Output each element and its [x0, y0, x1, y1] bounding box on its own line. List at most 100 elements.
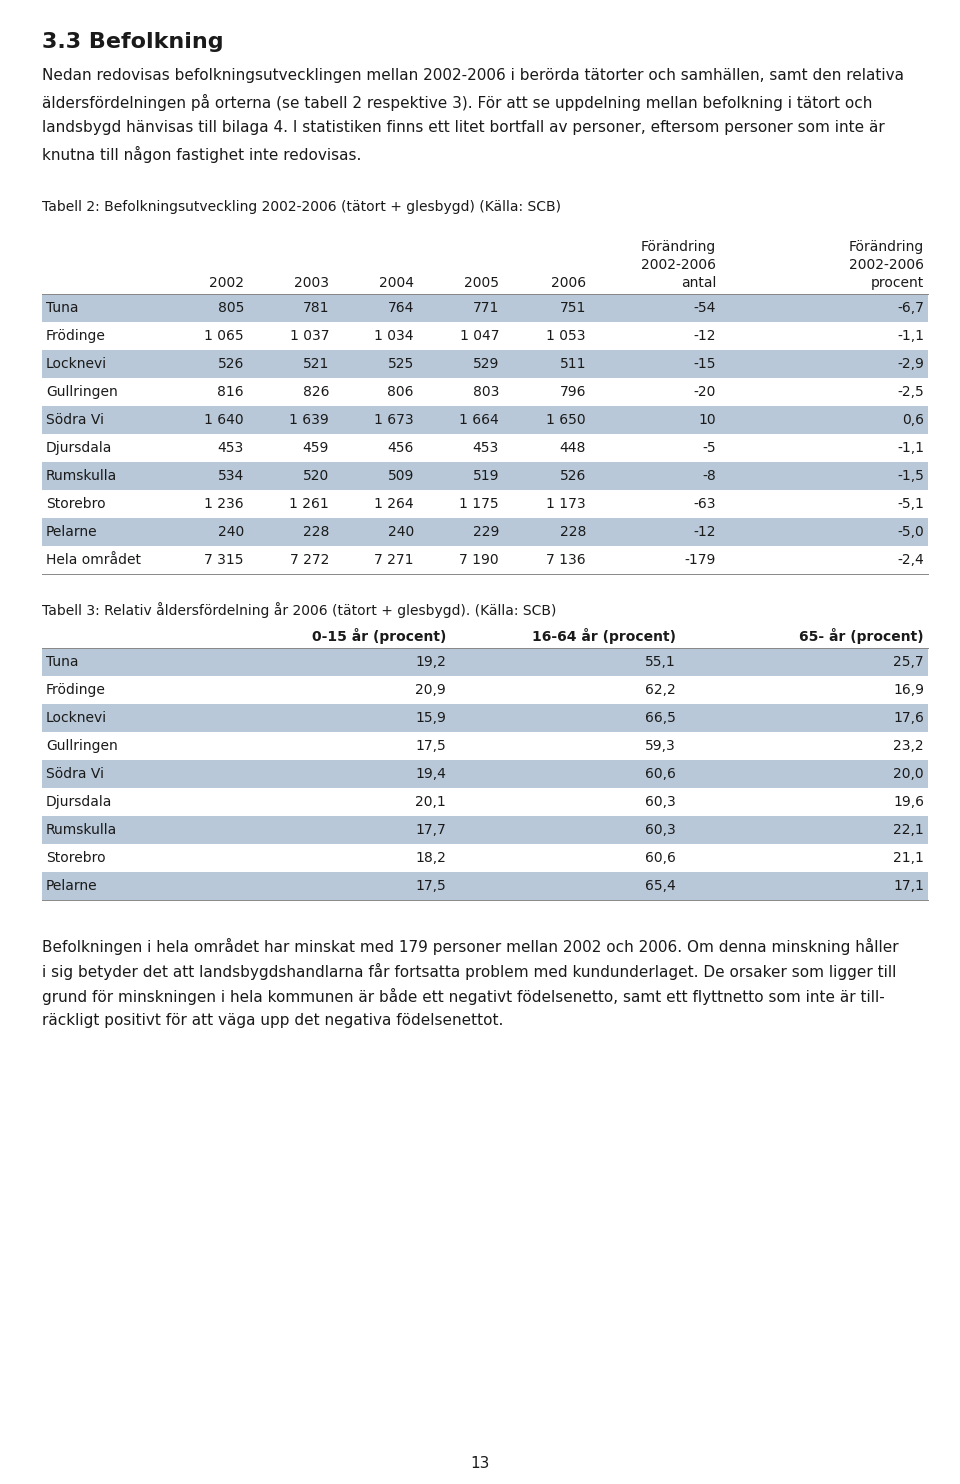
- Text: 19,6: 19,6: [893, 795, 924, 809]
- Text: Tuna: Tuna: [46, 301, 79, 315]
- Text: Tabell 3: Relativ åldersfördelning år 2006 (tätort + glesbygd). (Källa: SCB): Tabell 3: Relativ åldersfördelning år 20…: [42, 603, 557, 617]
- Text: 529: 529: [472, 358, 499, 371]
- Text: -179: -179: [684, 554, 716, 567]
- Text: 525: 525: [388, 358, 414, 371]
- Text: Locknevi: Locknevi: [46, 358, 108, 371]
- Text: 55,1: 55,1: [645, 654, 676, 669]
- Text: -8: -8: [703, 469, 716, 482]
- Text: -1,1: -1,1: [897, 329, 924, 343]
- Text: -1,5: -1,5: [898, 469, 924, 482]
- Text: Storebro: Storebro: [46, 850, 106, 865]
- Text: 7 190: 7 190: [460, 554, 499, 567]
- Text: 17,6: 17,6: [893, 711, 924, 726]
- Text: grund för minskningen i hela kommunen är både ett negativt födelsenetto, samt et: grund för minskningen i hela kommunen är…: [42, 988, 885, 1005]
- Text: Pelarne: Pelarne: [46, 879, 98, 893]
- Text: 796: 796: [560, 384, 586, 399]
- Text: 25,7: 25,7: [894, 654, 924, 669]
- Bar: [42, 760, 928, 788]
- Text: 3.3 Befolkning: 3.3 Befolkning: [42, 33, 224, 52]
- Text: -2,5: -2,5: [898, 384, 924, 399]
- Text: Frödinge: Frödinge: [46, 683, 106, 697]
- Text: 534: 534: [218, 469, 244, 482]
- Text: -6,7: -6,7: [898, 301, 924, 315]
- Bar: [42, 788, 928, 816]
- Text: 2003: 2003: [294, 276, 329, 289]
- Text: Förändring: Förändring: [849, 240, 924, 254]
- Text: Befolkningen i hela området har minskat med 179 personer mellan 2002 och 2006. O: Befolkningen i hela området har minskat …: [42, 938, 899, 956]
- Text: -20: -20: [694, 384, 716, 399]
- Text: 7 315: 7 315: [204, 554, 244, 567]
- Text: 240: 240: [218, 525, 244, 539]
- Bar: [42, 546, 928, 574]
- Text: Djursdala: Djursdala: [46, 795, 112, 809]
- Text: Rumskulla: Rumskulla: [46, 469, 117, 482]
- Text: 1 053: 1 053: [546, 329, 586, 343]
- Text: -12: -12: [693, 329, 716, 343]
- Text: 18,2: 18,2: [415, 850, 446, 865]
- Text: 1 065: 1 065: [204, 329, 244, 343]
- Text: 66,5: 66,5: [645, 711, 676, 726]
- Text: 2002-2006: 2002-2006: [641, 258, 716, 272]
- Text: procent: procent: [871, 276, 924, 289]
- Text: Tuna: Tuna: [46, 654, 79, 669]
- Text: Rumskulla: Rumskulla: [46, 824, 117, 837]
- Text: -5: -5: [703, 441, 716, 456]
- Text: 806: 806: [388, 384, 414, 399]
- Text: 60,6: 60,6: [645, 767, 676, 781]
- Text: 19,4: 19,4: [415, 767, 446, 781]
- Text: Locknevi: Locknevi: [46, 711, 108, 726]
- Text: -12: -12: [693, 525, 716, 539]
- Text: Gullringen: Gullringen: [46, 739, 118, 752]
- Text: 20,1: 20,1: [416, 795, 446, 809]
- Text: 15,9: 15,9: [415, 711, 446, 726]
- Text: i sig betyder det att landsbygdshandlarna får fortsatta problem med kundunderlag: i sig betyder det att landsbygdshandlarn…: [42, 963, 897, 979]
- Bar: [42, 649, 928, 677]
- Bar: [42, 350, 928, 378]
- Text: -54: -54: [694, 301, 716, 315]
- Text: 59,3: 59,3: [645, 739, 676, 752]
- Bar: [42, 518, 928, 546]
- Text: 13: 13: [470, 1456, 490, 1471]
- Bar: [42, 433, 928, 462]
- Text: 16-64 år (procent): 16-64 år (procent): [532, 628, 676, 644]
- Text: 2004: 2004: [379, 276, 414, 289]
- Text: -5,0: -5,0: [898, 525, 924, 539]
- Text: Södra Vi: Södra Vi: [46, 767, 104, 781]
- Bar: [42, 873, 928, 899]
- Text: 19,2: 19,2: [415, 654, 446, 669]
- Bar: [42, 407, 928, 433]
- Text: 16,9: 16,9: [893, 683, 924, 697]
- Text: 1 261: 1 261: [289, 497, 329, 510]
- Text: Södra Vi: Södra Vi: [46, 413, 104, 427]
- Text: 7 272: 7 272: [290, 554, 329, 567]
- Text: 2002: 2002: [209, 276, 244, 289]
- Text: knutna till någon fastighet inte redovisas.: knutna till någon fastighet inte redovis…: [42, 145, 361, 163]
- Text: 7 271: 7 271: [374, 554, 414, 567]
- Text: 1 650: 1 650: [546, 413, 586, 427]
- Text: Storebro: Storebro: [46, 497, 106, 510]
- Text: 526: 526: [218, 358, 244, 371]
- Text: 1 175: 1 175: [460, 497, 499, 510]
- Bar: [42, 322, 928, 350]
- Text: 520: 520: [302, 469, 329, 482]
- Text: 21,1: 21,1: [893, 850, 924, 865]
- Text: 7 136: 7 136: [546, 554, 586, 567]
- Text: 781: 781: [302, 301, 329, 315]
- Text: 1 264: 1 264: [374, 497, 414, 510]
- Text: 453: 453: [218, 441, 244, 456]
- Text: landsbygd hänvisas till bilaga 4. I statistiken finns ett litet bortfall av pers: landsbygd hänvisas till bilaga 4. I stat…: [42, 120, 885, 135]
- Text: 1 236: 1 236: [204, 497, 244, 510]
- Text: antal: antal: [681, 276, 716, 289]
- Text: 22,1: 22,1: [893, 824, 924, 837]
- Text: Djursdala: Djursdala: [46, 441, 112, 456]
- Text: 1 173: 1 173: [546, 497, 586, 510]
- Text: 65,4: 65,4: [645, 879, 676, 893]
- Text: 23,2: 23,2: [894, 739, 924, 752]
- Text: -2,9: -2,9: [898, 358, 924, 371]
- Text: 826: 826: [302, 384, 329, 399]
- Text: 1 639: 1 639: [289, 413, 329, 427]
- Bar: [42, 677, 928, 703]
- Text: Gullringen: Gullringen: [46, 384, 118, 399]
- Bar: [42, 816, 928, 844]
- Text: 229: 229: [472, 525, 499, 539]
